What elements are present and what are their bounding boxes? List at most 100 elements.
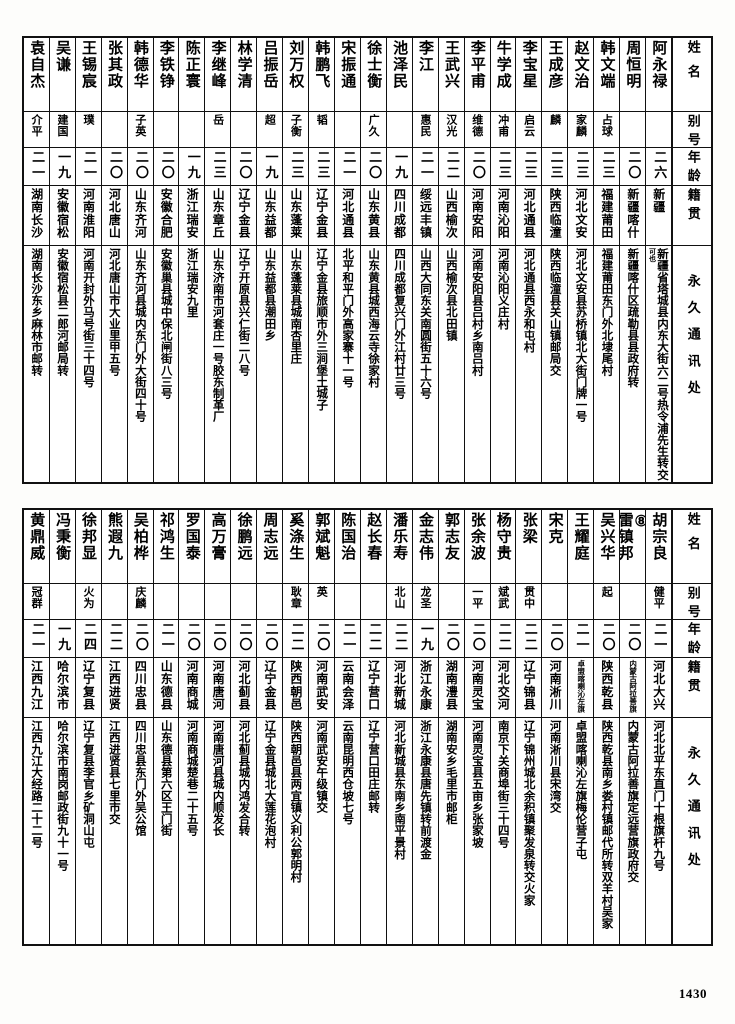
cell-age: 二一 [23,148,49,186]
header-cell-alias: 别号 [673,112,711,148]
address-wrapper: 湖南安乡毛里市邮柜 [439,720,464,943]
entry-name: 李铁铮 [157,40,176,90]
roster-entry: 张其政 二〇 河北唐山 河北唐山市大业里甲五号 [100,38,127,482]
cell-origin: 湖南澧县 [438,658,464,718]
cell-origin: 山西榆次 [438,186,464,246]
cell-address: 陕西乾县南乡娄村镇邮代所转双羊村吴家 [594,718,619,944]
cell-alias [620,584,646,620]
entry-origin: 辽宁复县 [81,660,96,711]
cell-age: 二二 [360,620,386,658]
header-cell-name: 姓名 [673,38,711,112]
cell-alias [231,112,257,148]
cell-address: 山东黄县城西海云寺徐家村 [361,246,386,482]
entry-alias: 启云 [522,114,536,138]
cell-address: 河南灵宝县五亩乡张家坡 [465,718,490,944]
header-label: 别号 [684,586,700,620]
header-label: 别号 [684,114,700,148]
address-wrapper: 北平和平门外高家寨十一号 [335,248,360,481]
entry-address: 辽宁开原县兴仁街二八号 [237,248,252,376]
cell-name: 郭志友 [438,510,464,584]
address-wrapper: 河南唐河县城内顺发长 [205,720,230,943]
cell-name: 王成彦 [542,38,568,112]
cell-alias [438,584,464,620]
entry-origin: 山东齐河 [133,188,148,239]
address-wrapper: 河北新城县东南乡南平景村 [387,720,412,943]
roster-entry: 徐士衡 广久 二〇 山东黄县 山东黄县城西海云寺徐家村 [359,38,386,482]
entry-name: 熊遐九 [105,512,124,562]
cell-name: 罗国泰 [179,510,205,584]
entry-address: 辽宁营口田庄邮转 [367,720,382,813]
entry-origin: 安徽合肥 [159,188,174,239]
header-cell-origin: 籍贯 [673,186,711,246]
entry-alias: 起 [600,586,614,598]
entry-address: 辽宁锦州城北余积镇聚发泉转交火家 [522,720,537,906]
cell-alias: 超 [257,112,283,148]
entry-name: 徐士衡 [365,40,384,90]
address-wrapper: 河北蓟县城内鸿发合转 [231,720,256,943]
entry-name: 潘乐寿 [391,512,410,562]
address-wrapper: 河北北平东直门十根旗杆九号 [646,720,671,943]
entry-origin: 安徽宿松 [55,188,70,239]
cell-name: 熊遐九 [101,510,127,584]
address-wrapper: 河南沁阳义庄村 [491,248,516,481]
cell-age: 二〇 [101,148,127,186]
cell-alias: 占球 [594,112,620,148]
address-wrapper: 河南安阳县吕村乡南吕村 [465,248,490,481]
cell-alias [568,584,594,620]
roster-entry: 刘万权 子衡 二三 山东蓬莱 山东蓬莱县城南杏里庄 [282,38,309,482]
address-wrapper: 南京下关商埠街三十四号 [491,720,516,943]
cell-alias: 庆麟 [127,584,153,620]
cell-origin: 河南淮阳 [75,186,101,246]
cell-age: 二〇 [153,148,179,186]
cell-address: 北平和平门外高家寨十一号 [335,246,360,482]
cell-address: 浙江瑞安九里 [179,246,204,482]
roster-entry: 周志远 二〇 辽宁金县 辽宁金县城北大莲花泡村 [256,510,283,944]
address-wrapper: 河南商城楚巷二十五号 [179,720,204,943]
entry-name: 牛学成 [494,40,513,90]
cell-alias: 介平 [23,112,49,148]
entry-age: 二三 [495,150,511,181]
cell-origin: 山东黄县 [360,186,386,246]
cell-name: 郭斌魁 [309,510,335,584]
entry-origin: 绥远丰镇 [418,188,433,239]
entry-origin: 江西九江 [29,660,44,711]
cell-name: 吴谦 [49,38,75,112]
cell-origin: 辽宁营口 [360,658,386,718]
cell-name: 吴柏桦 [127,510,153,584]
entry-origin: 河南安阳 [470,188,485,239]
entry-origin: 河北通县 [340,188,355,239]
entry-address: 云南昆明西仓坡七号 [341,720,356,825]
entry-origin: 河南沁阳 [496,188,511,239]
cell-origin: 江西进贤 [101,658,127,718]
cell-alias [360,584,386,620]
cell-age: 二〇 [464,620,490,658]
entry-alias: 介平 [30,114,44,138]
cell-name: 高万膏 [205,510,231,584]
cell-name: 林学清 [231,38,257,112]
cell-origin: 陕西乾县 [594,658,620,718]
entry-name: 罗国泰 [183,512,202,562]
cell-origin: 山东益都 [257,186,283,246]
roster-entry: 金志伟 龙圣 一九 浙江永康 浙江永康县唐先镇转前渡金 [411,510,438,944]
address-note: 可也 [648,248,658,262]
cell-address: 云南昆明西仓坡七号 [335,718,360,944]
cell-alias: 启云 [516,112,542,148]
cell-age: 二〇 [231,620,257,658]
address-wrapper: 新疆喀什区疏勒县县政府转 [620,248,645,481]
entry-age: 二〇 [625,150,641,181]
entry-address: 河北蓟县城内鸿发合转 [237,720,252,837]
entry-name: 张梁 [520,512,539,545]
entry-address: 内蒙古阿拉善旗定远营旗政府交 [626,720,641,883]
header-cell-age: 年龄 [673,148,711,186]
cell-address: 卓盟喀喇沁左旗梅伦营子屯 [568,718,593,944]
cell-alias [153,584,179,620]
cell-origin: 河南沁阳 [490,186,516,246]
cell-name: 徐邦显 [75,510,101,584]
cell-age: 一九 [412,620,438,658]
cell-name: 赵长春 [360,510,386,584]
entry-origin: 河南淮阳 [81,188,96,239]
cell-origin: 山东齐河 [127,186,153,246]
entry-address: 河南灵宝县五亩乡张家坡 [470,720,485,848]
cell-age: 二〇 [594,620,620,658]
entry-address: 河南沁阳义庄村 [496,248,511,330]
